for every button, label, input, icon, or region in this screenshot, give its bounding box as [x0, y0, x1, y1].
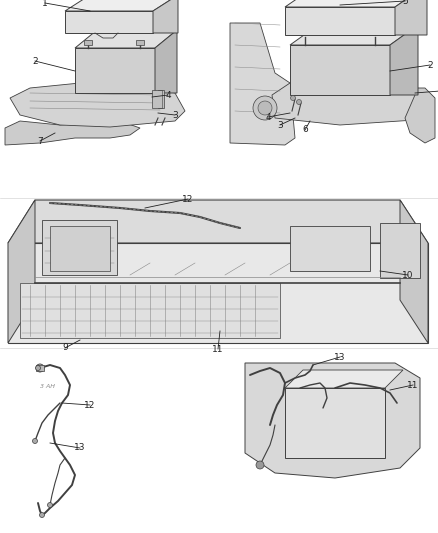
- Text: 13: 13: [74, 443, 86, 453]
- Bar: [285, 388, 385, 458]
- Circle shape: [253, 96, 277, 120]
- Bar: [50, 226, 110, 271]
- Circle shape: [47, 503, 53, 507]
- Bar: [136, 40, 144, 45]
- Bar: [84, 40, 92, 45]
- Polygon shape: [245, 363, 420, 478]
- Text: 2: 2: [427, 61, 433, 69]
- Circle shape: [36, 364, 44, 372]
- Polygon shape: [230, 23, 295, 145]
- Text: 11: 11: [212, 344, 224, 353]
- Circle shape: [256, 461, 264, 469]
- Text: 12: 12: [84, 400, 95, 409]
- Polygon shape: [290, 25, 418, 45]
- Bar: [152, 90, 164, 108]
- Bar: [8, 243, 428, 343]
- Text: 2: 2: [32, 56, 38, 66]
- Polygon shape: [400, 200, 428, 343]
- Text: 4: 4: [265, 112, 271, 122]
- Bar: [20, 283, 280, 338]
- Circle shape: [258, 101, 272, 115]
- Polygon shape: [272, 81, 425, 125]
- Text: 1: 1: [42, 0, 48, 7]
- Polygon shape: [395, 0, 427, 35]
- Polygon shape: [5, 121, 140, 145]
- Circle shape: [297, 100, 301, 104]
- Bar: [75, 48, 155, 93]
- Text: 4: 4: [165, 91, 171, 100]
- Polygon shape: [65, 0, 178, 11]
- Text: 3 AH: 3 AH: [40, 384, 56, 389]
- Polygon shape: [155, 30, 177, 93]
- Circle shape: [35, 366, 40, 370]
- Circle shape: [32, 439, 38, 443]
- Text: 9: 9: [62, 343, 68, 352]
- Text: 5: 5: [402, 0, 408, 5]
- Polygon shape: [285, 370, 403, 388]
- Text: 8: 8: [437, 86, 438, 95]
- Polygon shape: [10, 83, 185, 127]
- Polygon shape: [285, 0, 427, 7]
- Text: 10: 10: [402, 271, 414, 279]
- Circle shape: [290, 95, 296, 101]
- Polygon shape: [390, 25, 418, 95]
- Text: 11: 11: [407, 381, 419, 390]
- Circle shape: [39, 513, 45, 518]
- Text: 12: 12: [182, 195, 194, 204]
- Bar: [290, 226, 370, 271]
- Text: 7: 7: [37, 136, 43, 146]
- Bar: [285, 7, 395, 35]
- Text: 3: 3: [277, 120, 283, 130]
- Text: 6: 6: [302, 125, 308, 134]
- Polygon shape: [153, 0, 178, 33]
- Bar: [42, 220, 117, 275]
- Polygon shape: [8, 200, 35, 343]
- Text: 13: 13: [334, 352, 346, 361]
- Polygon shape: [405, 88, 435, 143]
- Bar: [36, 365, 44, 371]
- Bar: [65, 11, 153, 33]
- Polygon shape: [8, 200, 428, 243]
- Text: 3: 3: [172, 110, 178, 119]
- Bar: [290, 45, 390, 95]
- Bar: [380, 223, 420, 278]
- Polygon shape: [75, 30, 177, 48]
